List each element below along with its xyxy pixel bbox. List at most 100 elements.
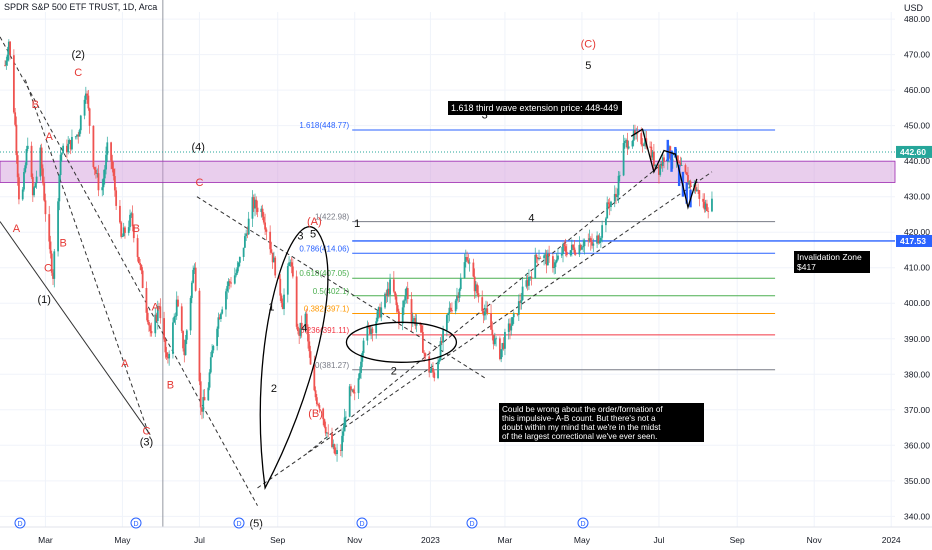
- candle-body: [95, 169, 97, 174]
- candle-body: [490, 313, 492, 330]
- candle-body: [353, 392, 356, 394]
- candle-body: [415, 322, 418, 326]
- dividend-marker-icon: [130, 517, 142, 529]
- candle-body: [242, 247, 245, 257]
- wave-label: C: [195, 177, 203, 189]
- projected-bar: [666, 139, 669, 162]
- candle-body: [201, 407, 203, 412]
- candle-body: [676, 155, 679, 162]
- candle-body: [358, 372, 361, 379]
- candle-body: [613, 193, 616, 202]
- candle-body: [477, 293, 480, 298]
- candle-body: [501, 343, 504, 350]
- candle-body: [516, 313, 519, 315]
- wave-label: A: [152, 301, 160, 313]
- x-tick-label: 2024: [882, 535, 901, 545]
- wave-label: (4): [191, 142, 204, 154]
- candle-body: [361, 352, 364, 362]
- price-axis[interactable]: USD 340.00 350.00 360.00 370.00 380.00 390.00…: [904, 3, 930, 521]
- candle-body: [246, 233, 249, 235]
- projected-bar: [674, 146, 677, 158]
- y-tick-label: 460.00: [904, 85, 930, 95]
- projected-bar: [685, 182, 688, 204]
- candle-body: [130, 213, 133, 215]
- candle-body: [658, 164, 660, 175]
- candle-body: [322, 408, 325, 420]
- candle-body: [684, 165, 687, 173]
- candle-body: [190, 282, 193, 298]
- candle-body: [217, 317, 220, 329]
- candle-body: [146, 312, 149, 323]
- candle-body: [386, 288, 389, 296]
- candle-body: [659, 165, 662, 175]
- candle-body: [68, 140, 71, 144]
- wave-label: 2: [271, 383, 277, 395]
- candle-body: [309, 351, 312, 365]
- candle-body: [679, 162, 682, 166]
- dividend-marker-icon: [466, 517, 478, 529]
- wave-label: 5: [585, 60, 591, 72]
- candle-body: [343, 417, 346, 432]
- candle-body: [57, 201, 59, 252]
- candle-body: [155, 314, 158, 321]
- candle-body: [96, 173, 99, 174]
- candle-body: [166, 357, 169, 359]
- x-tick-label: 2023: [421, 535, 440, 545]
- candle-body: [377, 307, 380, 312]
- wave-label: 4: [301, 323, 307, 335]
- candle-body: [525, 280, 528, 287]
- candle-body: [472, 262, 475, 277]
- x-tick-label: Mar: [38, 535, 53, 545]
- y-tick-label: 450.00: [904, 121, 930, 131]
- candle-body: [424, 353, 427, 357]
- fib-level-label: 1(422.98): [315, 213, 350, 222]
- candle-body: [211, 350, 213, 358]
- time-axis[interactable]: Mar May Jul Sep Nov 2023 Mar May Jul Sep Nov 2024 D D…: [0, 517, 932, 545]
- candle-body: [136, 238, 139, 258]
- projected-path: [630, 128, 698, 210]
- candle-body: [394, 291, 397, 297]
- candle-body: [193, 267, 196, 270]
- candle-body: [535, 254, 538, 258]
- wave-label: A: [46, 131, 54, 143]
- rising-wedge-lower: [257, 171, 713, 489]
- candle-body: [357, 378, 360, 394]
- candle-body: [631, 140, 634, 147]
- candle-body: [546, 253, 549, 266]
- candle-body: [115, 190, 118, 206]
- candle-body: [706, 203, 708, 212]
- candle-body: [437, 361, 439, 379]
- candle-body: [165, 352, 168, 358]
- candle-body: [271, 252, 274, 263]
- candle-body: [581, 247, 583, 250]
- candle-body: [132, 226, 135, 239]
- candle-body: [510, 325, 513, 331]
- candle-body: [172, 322, 174, 354]
- candle-body: [564, 246, 567, 252]
- candle-body: [608, 204, 611, 207]
- callouts: 1.618 third wave extension price: 448-44…: [448, 101, 870, 442]
- candle-body: [243, 236, 246, 248]
- candle-body: [139, 263, 142, 266]
- candle-body: [148, 322, 150, 326]
- candle-body: [177, 299, 179, 307]
- wave-label: A: [121, 358, 129, 370]
- candle-body: [207, 387, 210, 401]
- candle-body: [48, 214, 51, 242]
- invalidation-box: [794, 251, 870, 273]
- candle-body: [84, 93, 87, 100]
- wave-label: 5: [310, 229, 316, 241]
- candle-body: [26, 145, 29, 150]
- candle-body: [396, 305, 399, 312]
- candle-body: [238, 256, 241, 263]
- wave-label: 1: [354, 218, 360, 230]
- candle-body: [260, 208, 263, 213]
- x-tick-label: Jul: [654, 535, 665, 545]
- candle-body: [512, 313, 515, 318]
- candle-body: [53, 251, 56, 279]
- candle-body: [557, 255, 559, 260]
- candle-body: [7, 41, 10, 55]
- candle-body: [485, 308, 487, 312]
- candle-body: [273, 257, 275, 263]
